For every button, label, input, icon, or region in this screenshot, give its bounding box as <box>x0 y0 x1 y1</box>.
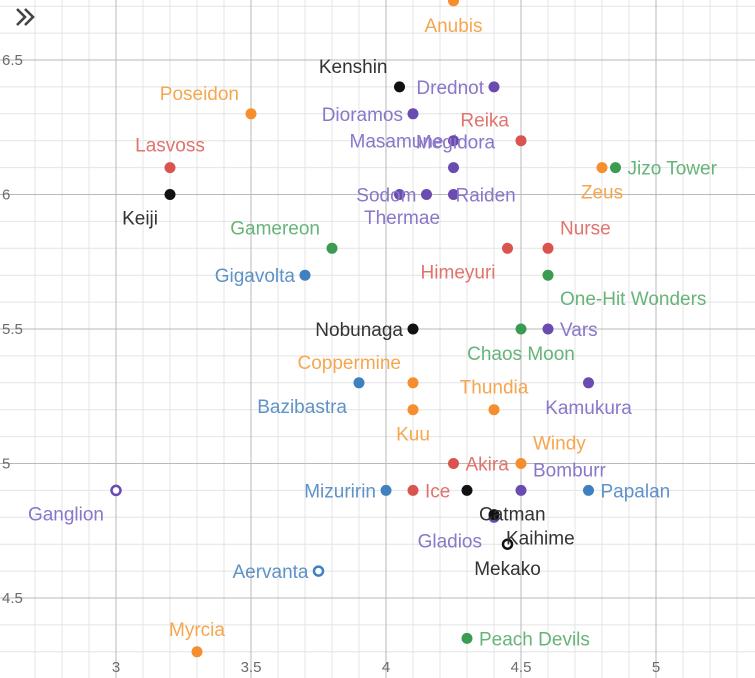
point-label: Dioramos <box>322 105 403 126</box>
point-label: Chaos Moon <box>467 344 575 365</box>
point-label: Gladios <box>418 531 482 552</box>
point-label: Aervanta <box>232 562 308 583</box>
point-label: Vars <box>560 320 598 341</box>
y-tick-label: 6 <box>2 187 10 204</box>
data-point <box>448 189 459 200</box>
data-point <box>421 189 432 200</box>
data-point <box>583 377 594 389</box>
data-point <box>448 135 459 147</box>
point-label: Akira <box>466 455 510 476</box>
data-point <box>407 108 419 120</box>
point-label: Poseidon <box>160 84 239 105</box>
point-label: Nurse <box>560 218 611 239</box>
point-label: Kamukura <box>545 398 632 419</box>
point-label: Lasvoss <box>135 136 205 157</box>
data-point <box>407 404 419 416</box>
data-point <box>515 458 527 469</box>
point-label: Ice <box>425 481 450 502</box>
data-point <box>461 484 473 496</box>
data-point <box>326 242 338 254</box>
data-point <box>610 162 621 174</box>
data-point <box>542 242 554 254</box>
point-label: Gamereon <box>230 218 320 239</box>
point-label: Keiji <box>122 209 158 230</box>
data-point <box>312 565 325 577</box>
point-label: Thundia <box>460 378 529 399</box>
point-label: Myrcia <box>169 620 225 641</box>
x-tick-label: 5 <box>652 659 660 676</box>
data-point <box>515 323 527 335</box>
double-chevron-right-icon[interactable] <box>10 2 40 32</box>
point-label: Mekako <box>474 559 541 580</box>
point-label: Mizuririn <box>304 481 376 502</box>
point-label: Megidora <box>416 133 496 154</box>
data-point <box>353 377 365 389</box>
data-point <box>515 484 527 496</box>
data-point <box>596 162 608 174</box>
data-point <box>245 108 257 120</box>
point-label: Kuu <box>396 425 430 446</box>
point-label: Sodom <box>356 186 416 207</box>
point-label: Catman <box>479 504 546 525</box>
data-point <box>488 509 500 521</box>
point-label: Himeyuri <box>421 262 496 283</box>
point-label: Masamune <box>350 132 444 153</box>
point-label: Drednot <box>416 78 484 99</box>
y-tick-label: 5 <box>2 456 10 473</box>
data-point <box>299 269 311 281</box>
data-points <box>110 0 621 658</box>
data-point <box>488 404 500 416</box>
data-point <box>164 189 176 200</box>
data-point <box>542 323 554 335</box>
data-point <box>488 81 500 93</box>
point-label: Kenshin <box>319 57 388 78</box>
x-tick-label: 4 <box>382 659 390 676</box>
point-label: Anubis <box>424 16 482 37</box>
data-point <box>407 377 419 389</box>
y-tick-label: 4.5 <box>2 590 23 607</box>
data-point <box>164 162 176 174</box>
data-point <box>448 162 459 174</box>
point-label: Ganglion <box>28 504 104 525</box>
data-point <box>448 458 459 469</box>
data-point <box>502 242 513 254</box>
data-point <box>461 632 473 644</box>
data-point <box>515 135 527 147</box>
point-label: Zeus <box>581 183 623 204</box>
data-point <box>542 269 554 281</box>
tick-labels: 3 3.5 4 4.5 5 4.5 5 5.5 6 6.5 <box>2 52 660 676</box>
point-label: Windy <box>533 434 586 455</box>
x-tick-label: 3.5 <box>241 659 262 676</box>
point-label: Peach Devils <box>479 629 590 650</box>
data-point <box>191 646 203 658</box>
point-label: Reika <box>460 111 509 132</box>
data-point <box>110 484 122 497</box>
point-label: One-Hit Wonders <box>560 289 706 310</box>
data-point <box>448 0 459 7</box>
point-label: Bomburr <box>533 460 607 481</box>
point-label: Papalan <box>601 481 671 502</box>
point-labels: Anubis Kenshin Drednot Poseidon Dioramos Reik… <box>28 16 718 651</box>
y-tick-label: 6.5 <box>2 52 23 69</box>
data-point <box>583 484 594 496</box>
data-point <box>407 323 419 335</box>
point-label: Bazibastra <box>257 397 347 418</box>
x-tick-label: 4.5 <box>511 659 532 676</box>
x-tick-label: 3 <box>112 659 120 676</box>
point-label: Jizo Tower <box>628 159 718 180</box>
point-label: Gigavolta <box>215 266 296 287</box>
point-label: Raiden <box>456 186 516 207</box>
data-point <box>394 189 405 200</box>
point-label: Kaihime <box>506 529 575 550</box>
data-point <box>380 484 392 496</box>
point-label: Coppermine <box>298 353 402 374</box>
y-tick-label: 5.5 <box>2 321 23 338</box>
data-point <box>394 81 405 93</box>
data-point <box>501 538 514 550</box>
point-label: Thermae <box>364 208 440 229</box>
point-label: Nobunaga <box>315 320 403 341</box>
data-point <box>407 484 419 496</box>
